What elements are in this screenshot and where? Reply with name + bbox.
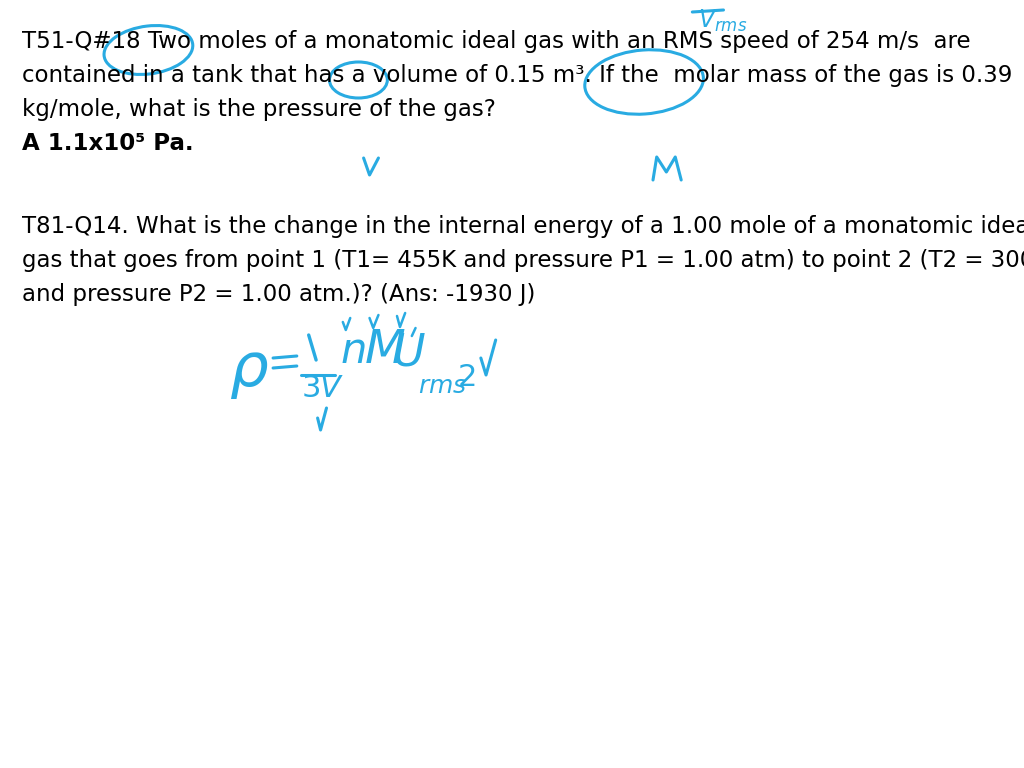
Text: A 1.1x10⁵ Pa.: A 1.1x10⁵ Pa. (23, 132, 194, 155)
Text: $n$: $n$ (340, 330, 366, 372)
Text: $M$: $M$ (364, 328, 406, 373)
Text: contained in a tank that has a volume of 0.15 m³. If the  molar mass of the gas : contained in a tank that has a volume of… (23, 64, 1013, 87)
Text: $rms$: $rms$ (418, 374, 467, 398)
Text: T51-Q#18 Two moles of a monatomic ideal gas with an RMS speed of 254 m/s  are: T51-Q#18 Two moles of a monatomic ideal … (23, 30, 971, 53)
Text: $\mathit{V_{rms}}$: $\mathit{V_{rms}}$ (697, 8, 746, 35)
Text: kg/mole, what is the pressure of the gas?: kg/mole, what is the pressure of the gas… (23, 98, 497, 121)
Text: T81-Q14. What is the change in the internal energy of a 1.00 mole of a monatomic: T81-Q14. What is the change in the inter… (23, 215, 1024, 238)
Text: and pressure P2 = 1.00 atm.)? (Ans: -1930 J): and pressure P2 = 1.00 atm.)? (Ans: -193… (23, 283, 536, 306)
Text: $3V$: $3V$ (301, 374, 345, 403)
Text: $2$: $2$ (457, 363, 475, 392)
Text: $\rho$: $\rho$ (228, 342, 268, 401)
Text: $U$: $U$ (392, 332, 426, 375)
Text: gas that goes from point 1 (T1= 455K and pressure P1 = 1.00 atm) to point 2 (T2 : gas that goes from point 1 (T1= 455K and… (23, 249, 1024, 272)
